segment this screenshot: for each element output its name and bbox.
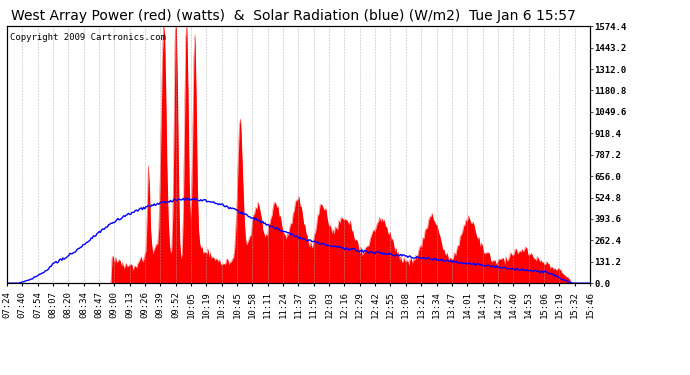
Text: West Array Power (red) (watts)  &  Solar Radiation (blue) (W/m2)  Tue Jan 6 15:5: West Array Power (red) (watts) & Solar R… [11,9,575,23]
Text: Copyright 2009 Cartronics.com: Copyright 2009 Cartronics.com [10,33,166,42]
